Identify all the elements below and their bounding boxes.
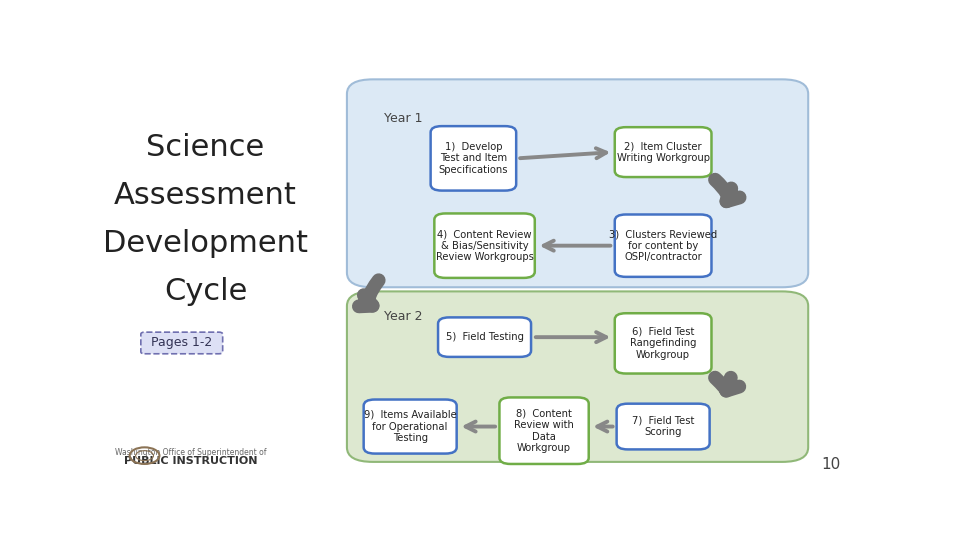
Text: Science: Science	[147, 133, 265, 163]
Text: 2)  Item Cluster
Writing Workgroup: 2) Item Cluster Writing Workgroup	[616, 141, 709, 163]
Text: Washington Office of Superintendent of: Washington Office of Superintendent of	[115, 448, 267, 457]
FancyBboxPatch shape	[499, 397, 588, 464]
Text: 1)  Develop
Test and Item
Specifications: 1) Develop Test and Item Specifications	[439, 142, 508, 175]
FancyBboxPatch shape	[438, 318, 531, 357]
Text: Year 1: Year 1	[384, 112, 422, 125]
FancyBboxPatch shape	[364, 400, 457, 454]
FancyBboxPatch shape	[431, 126, 516, 191]
Text: Year 2: Year 2	[384, 310, 422, 323]
FancyBboxPatch shape	[614, 214, 711, 277]
Text: 9)  Items Available
for Operational
Testing: 9) Items Available for Operational Testi…	[364, 410, 457, 443]
Text: 5)  Field Testing: 5) Field Testing	[445, 332, 523, 342]
FancyBboxPatch shape	[434, 213, 535, 278]
FancyBboxPatch shape	[614, 313, 711, 374]
FancyBboxPatch shape	[141, 332, 223, 354]
Text: Assessment: Assessment	[114, 181, 297, 210]
Text: Cycle: Cycle	[164, 277, 248, 306]
Text: Development: Development	[103, 229, 308, 258]
Text: PUBLIC INSTRUCTION: PUBLIC INSTRUCTION	[124, 456, 257, 465]
Text: 6)  Field Test
Rangefinding
Workgroup: 6) Field Test Rangefinding Workgroup	[630, 327, 696, 360]
FancyBboxPatch shape	[616, 404, 709, 449]
FancyBboxPatch shape	[347, 79, 808, 287]
Text: Pages 1-2: Pages 1-2	[151, 336, 212, 349]
FancyBboxPatch shape	[614, 127, 711, 177]
Text: 3)  Clusters Reviewed
for content by
OSPI/contractor: 3) Clusters Reviewed for content by OSPI…	[609, 229, 717, 262]
Text: 7)  Field Test
Scoring: 7) Field Test Scoring	[632, 416, 694, 437]
FancyBboxPatch shape	[347, 292, 808, 462]
Text: 10: 10	[821, 457, 840, 472]
Text: 8)  Content
Review with
Data
Workgroup: 8) Content Review with Data Workgroup	[515, 408, 574, 453]
Text: 4)  Content Review
& Bias/Sensitivity
Review Workgroups: 4) Content Review & Bias/Sensitivity Rev…	[436, 229, 534, 262]
